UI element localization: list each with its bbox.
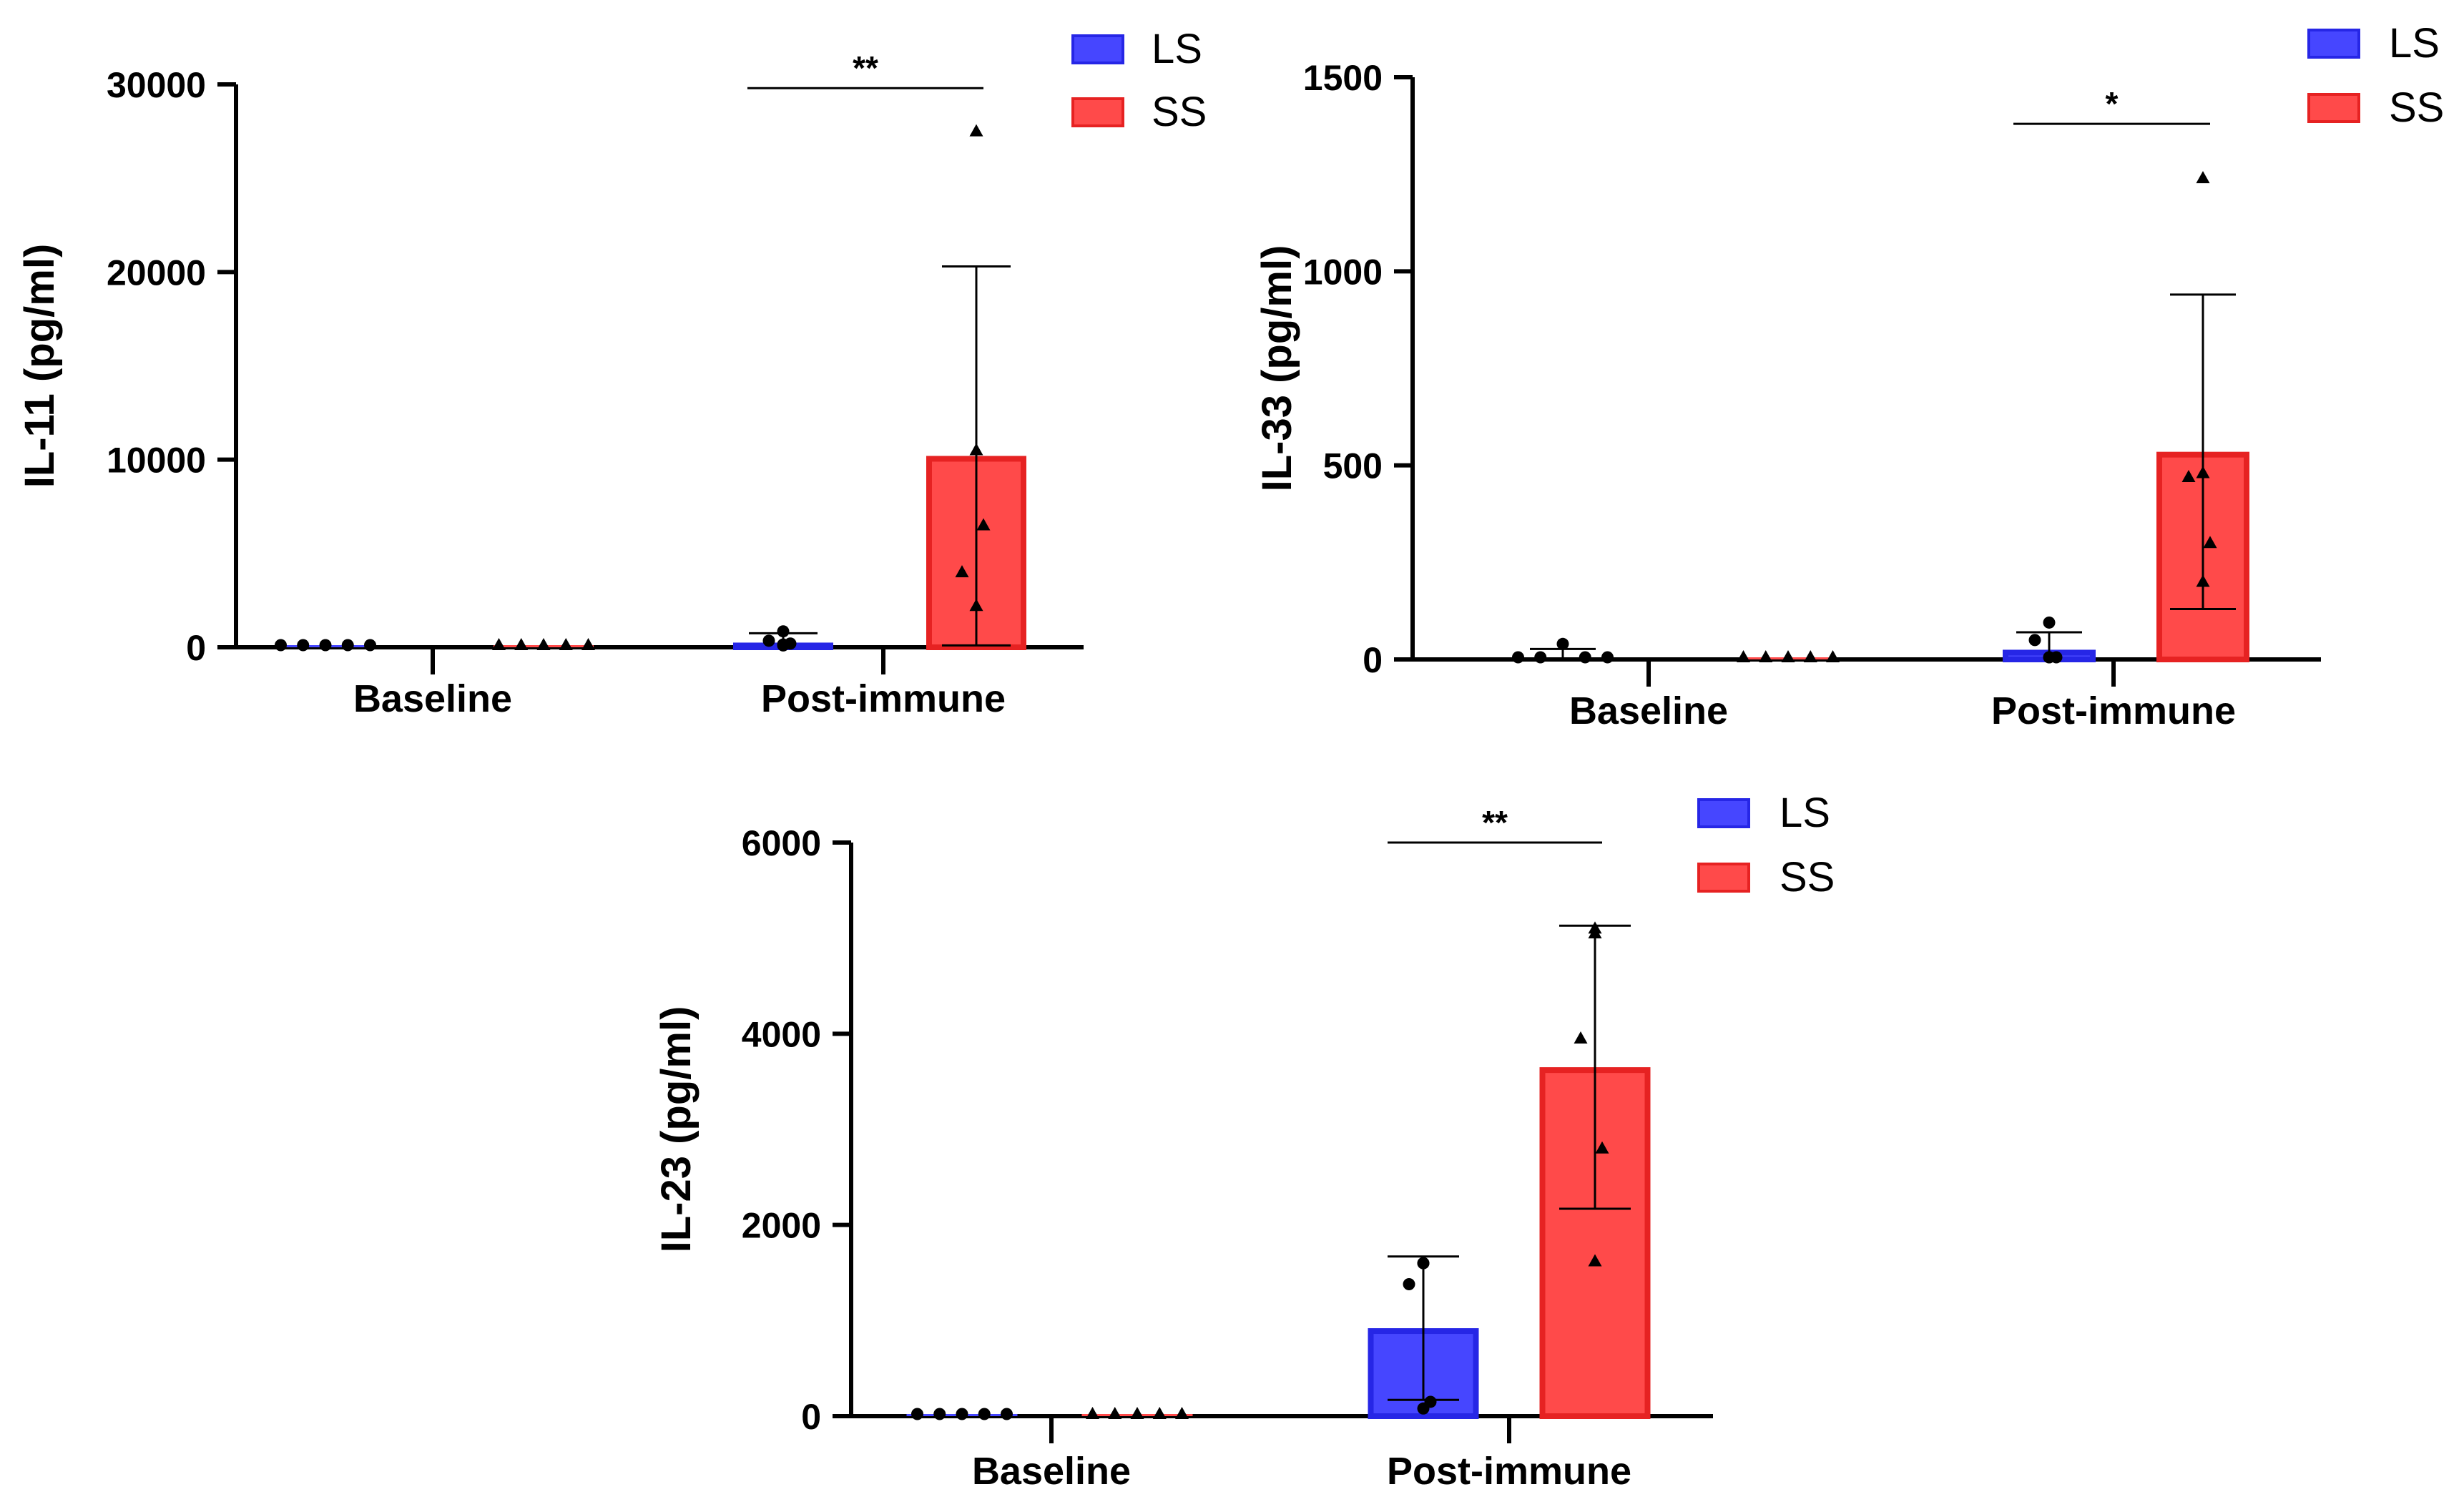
x-category-label: Post-immune xyxy=(761,677,1006,720)
y-tick-label: 10000 xyxy=(107,441,206,481)
chart-panel-il-11: 0 10000 20000 30000 IL-11 (pg/ml) Baseline Pos… xyxy=(16,26,1207,720)
legend-label-ls: LS xyxy=(1780,790,1830,836)
data-point-ss xyxy=(2196,574,2210,587)
legend-swatch-ss xyxy=(1697,863,1750,893)
data-point-ls xyxy=(978,1408,991,1420)
data-point-ls xyxy=(1601,651,1614,664)
y-axis-title: IL-11 (pg/ml) xyxy=(16,244,63,489)
chart-panel-il-23: 0 2000 4000 6000 IL-23 (pg/ml) Baseline Post-i… xyxy=(653,790,1835,1493)
data-point-ss xyxy=(1737,650,1750,662)
data-point-ls xyxy=(2043,616,2056,629)
data-point-ls xyxy=(1579,651,1591,664)
significance-label: ** xyxy=(1482,804,1508,841)
data-point-ss xyxy=(969,443,983,456)
legend-label-ss: SS xyxy=(1780,854,1835,900)
data-point-ss xyxy=(955,565,969,578)
data-point-ss xyxy=(559,638,573,650)
y-tick-label: 2000 xyxy=(742,1206,821,1246)
data-point-ss xyxy=(1130,1407,1144,1419)
data-point-ss xyxy=(1588,926,1602,938)
data-point-ls xyxy=(1001,1408,1013,1420)
data-point-ss xyxy=(969,599,983,612)
y-tick-label: 1500 xyxy=(1303,58,1383,98)
data-point-ss xyxy=(1803,650,1817,662)
x-category-label: Baseline xyxy=(353,677,512,720)
data-point-ls xyxy=(762,634,775,647)
y-axis-title: IL-33 (pg/ml) xyxy=(1254,245,1300,492)
data-point-ss xyxy=(514,638,529,650)
data-point-ss xyxy=(1595,1141,1609,1154)
legend-label-ls: LS xyxy=(1152,26,1202,72)
data-point-ss xyxy=(2203,536,2217,549)
y-tick-label: 30000 xyxy=(107,65,206,105)
data-point-ls xyxy=(777,625,790,638)
data-point-ls xyxy=(1417,1257,1430,1270)
data-point-ss xyxy=(492,638,506,650)
data-point-ss xyxy=(2196,171,2210,184)
data-point-ss xyxy=(1759,650,1773,662)
data-point-ls xyxy=(319,639,332,652)
data-point-ls xyxy=(777,638,790,651)
legend-swatch-ss xyxy=(2307,93,2360,123)
y-tick-label: 20000 xyxy=(107,252,206,293)
x-category-label: Post-immune xyxy=(1991,689,2236,732)
data-point-ss xyxy=(969,124,983,137)
data-point-ss xyxy=(1175,1407,1189,1419)
data-point-ss xyxy=(536,638,551,650)
y-tick-label: 0 xyxy=(186,628,206,668)
data-point-ss xyxy=(2181,469,2196,482)
significance-label: ** xyxy=(853,49,878,87)
data-point-ls xyxy=(1512,651,1524,664)
legend-label-ss: SS xyxy=(2389,84,2444,131)
y-tick-label: 4000 xyxy=(742,1014,821,1054)
data-point-ss xyxy=(2196,466,2210,478)
data-point-ss xyxy=(1574,1031,1588,1044)
legend-label-ss: SS xyxy=(1152,89,1207,135)
data-point-ls xyxy=(1424,1395,1437,1408)
legend-swatch-ss xyxy=(1071,97,1124,127)
y-tick-label: 0 xyxy=(1363,640,1383,680)
chart-panel-il-33: 0 500 1000 1500 IL-33 (pg/ml) Baseline Post-im… xyxy=(1254,20,2444,732)
data-point-ls xyxy=(364,639,376,652)
data-point-ls xyxy=(933,1408,946,1420)
data-point-ls xyxy=(1556,637,1569,650)
data-point-ss xyxy=(581,638,595,650)
y-tick-label: 0 xyxy=(801,1397,821,1437)
data-point-ls xyxy=(297,639,310,652)
y-tick-label: 500 xyxy=(1323,446,1383,486)
significance-label: * xyxy=(2106,85,2119,122)
x-category-label: Baseline xyxy=(972,1450,1131,1493)
data-point-ls xyxy=(2028,634,2041,647)
data-point-ls xyxy=(341,639,354,652)
data-point-ss xyxy=(1826,650,1840,662)
data-point-ls xyxy=(275,639,287,652)
data-point-ss xyxy=(976,518,991,531)
data-point-ss xyxy=(1781,650,1795,662)
data-point-ls xyxy=(956,1408,968,1420)
y-axis-title: IL-23 (pg/ml) xyxy=(653,1006,700,1253)
data-point-ss xyxy=(1108,1407,1122,1419)
legend-swatch-ls xyxy=(1071,34,1124,64)
legend-swatch-ls xyxy=(1697,798,1750,828)
legend-label-ls: LS xyxy=(2389,20,2440,67)
legend-swatch-ls xyxy=(2307,29,2360,59)
data-point-ls xyxy=(1534,651,1547,664)
x-category-label: Baseline xyxy=(1569,689,1728,732)
y-tick-label: 1000 xyxy=(1303,252,1383,292)
data-point-ss xyxy=(1086,1407,1099,1419)
data-point-ss xyxy=(1588,1254,1602,1267)
data-point-ls xyxy=(2043,651,2056,664)
y-tick-label: 6000 xyxy=(742,823,821,863)
data-point-ls xyxy=(911,1408,923,1420)
x-category-label: Post-immune xyxy=(1387,1450,1631,1493)
data-point-ls xyxy=(1403,1278,1415,1291)
data-point-ss xyxy=(1152,1407,1167,1419)
